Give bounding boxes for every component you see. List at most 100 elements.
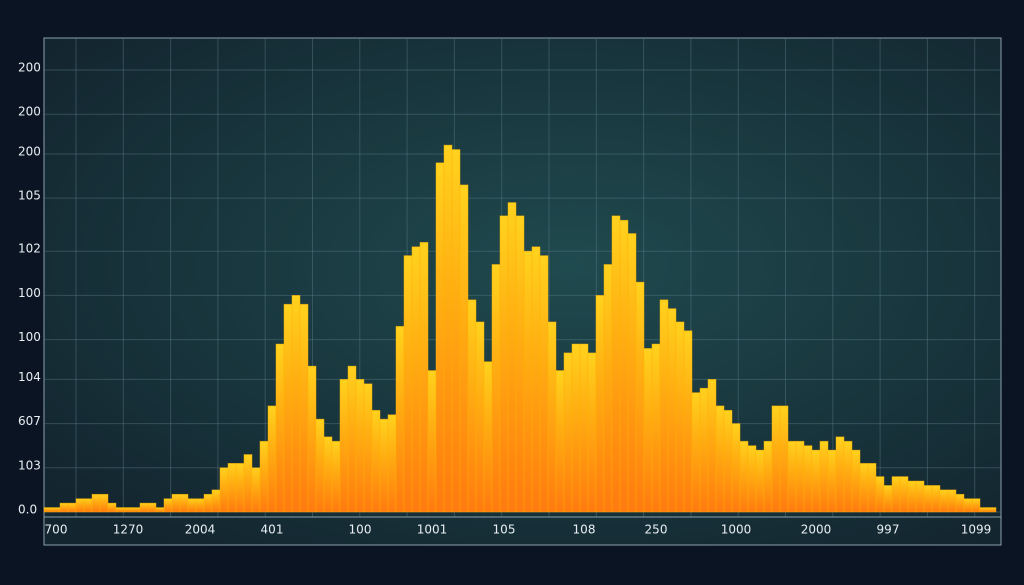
bar <box>467 299 477 513</box>
bar <box>579 343 589 513</box>
bar <box>571 343 581 513</box>
bar <box>667 308 677 513</box>
bar <box>299 303 309 513</box>
bar <box>427 370 437 513</box>
bar <box>835 436 845 513</box>
bar <box>51 507 61 513</box>
x-tick-label: 2004 <box>185 523 216 537</box>
bar <box>347 365 357 513</box>
bar <box>395 325 405 513</box>
bar <box>779 405 789 513</box>
bar <box>371 409 381 513</box>
bar <box>43 507 53 513</box>
bar <box>947 489 957 513</box>
x-tick-label: 105 <box>493 523 516 537</box>
bar <box>275 343 285 513</box>
y-tick-label: 200 <box>18 144 41 158</box>
bar <box>587 352 597 513</box>
bar <box>107 502 117 513</box>
y-tick-label: 607 <box>18 414 41 428</box>
bar <box>235 462 245 513</box>
bar <box>683 330 693 513</box>
bar <box>227 462 237 513</box>
y-tick-label: 100 <box>18 330 41 344</box>
bar <box>379 418 389 513</box>
bar <box>459 184 469 513</box>
bar <box>915 480 925 513</box>
bar <box>339 378 349 513</box>
bar <box>291 295 301 513</box>
bar <box>211 489 221 513</box>
bar <box>171 493 181 513</box>
y-tick-label: 104 <box>18 370 41 384</box>
bar <box>787 440 797 513</box>
y-tick-label: 103 <box>18 458 41 472</box>
bar <box>323 436 333 513</box>
bar <box>843 440 853 513</box>
bar <box>523 250 533 513</box>
bar <box>419 241 429 513</box>
bar <box>387 414 397 513</box>
bar <box>603 264 613 513</box>
bar <box>355 378 365 513</box>
bar <box>67 502 77 513</box>
bar <box>115 507 125 513</box>
y-tick-label: 200 <box>18 61 41 75</box>
bar <box>715 405 725 513</box>
bar <box>803 445 813 513</box>
bar <box>451 149 461 513</box>
bar <box>491 264 501 513</box>
bar <box>267 405 277 513</box>
bar <box>203 493 213 513</box>
bars <box>43 144 997 513</box>
bar <box>875 476 885 513</box>
bar <box>819 440 829 513</box>
bar <box>659 299 669 513</box>
y-tick-label: 100 <box>18 286 41 300</box>
bar <box>251 467 261 513</box>
bar <box>595 295 605 513</box>
y-tick-label: 102 <box>18 242 41 256</box>
bar <box>611 215 621 513</box>
bar <box>739 440 749 513</box>
x-tick-label: 700 <box>45 523 68 537</box>
bar <box>627 233 637 513</box>
bar <box>163 498 173 513</box>
bar <box>619 219 629 513</box>
bar <box>507 202 517 513</box>
bar <box>123 507 133 513</box>
bar <box>179 493 189 513</box>
bar <box>755 449 765 513</box>
x-tick-label: 108 <box>573 523 596 537</box>
bar <box>707 378 717 513</box>
bar <box>195 498 205 513</box>
bar <box>899 476 909 513</box>
x-tick-label: 2000 <box>801 523 832 537</box>
bar <box>75 498 85 513</box>
bar <box>547 321 557 513</box>
labels: 0.0 103 607 104 100 100 102 105 200 200 200 700 1270… <box>18 61 991 537</box>
bar <box>883 485 893 513</box>
bar <box>891 476 901 513</box>
bar <box>475 321 485 513</box>
bar <box>563 352 573 513</box>
bar <box>315 418 325 513</box>
bar <box>979 507 989 513</box>
bar <box>515 215 525 513</box>
x-tick-label: 1001 <box>417 523 448 537</box>
bar <box>155 507 165 513</box>
bar <box>539 255 549 513</box>
bar <box>795 440 805 513</box>
bar <box>147 502 157 513</box>
bar <box>955 493 965 513</box>
bar <box>435 162 445 513</box>
bar <box>307 365 317 513</box>
bar <box>531 246 541 513</box>
bar <box>651 343 661 513</box>
bar <box>987 507 997 513</box>
bar <box>219 467 229 513</box>
bar <box>771 405 781 513</box>
bar <box>731 423 741 513</box>
